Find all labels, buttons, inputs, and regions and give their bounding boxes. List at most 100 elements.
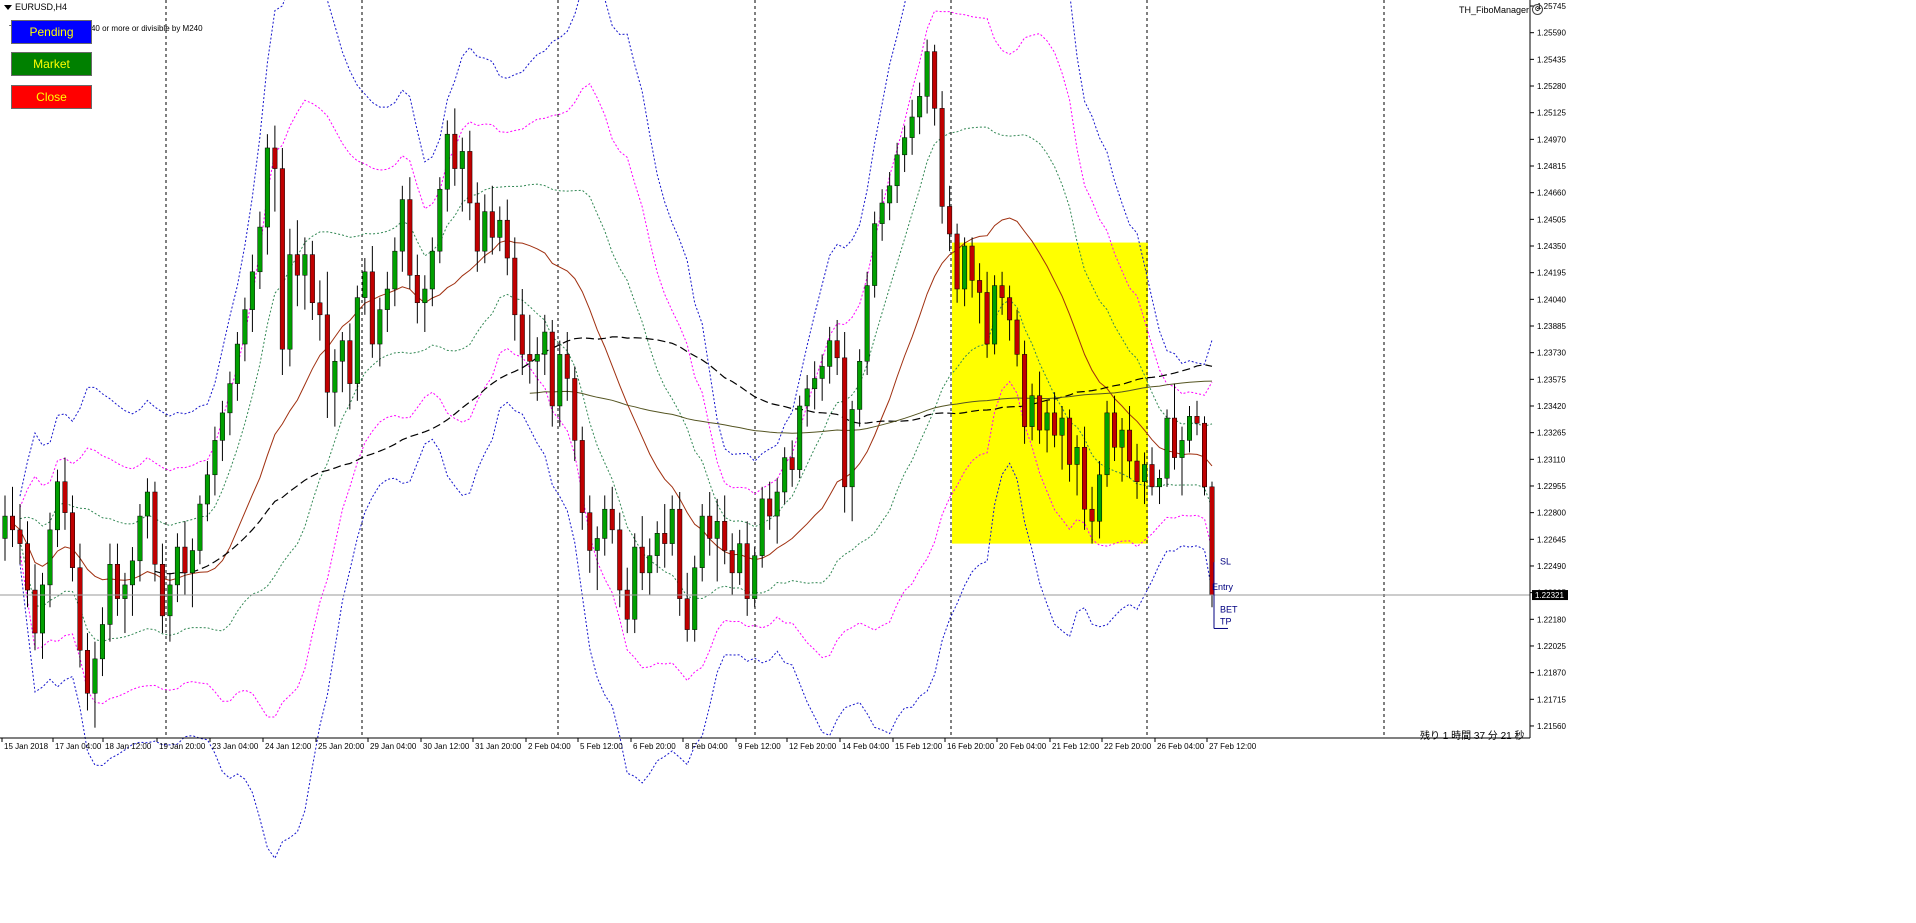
time-label-1: 17 Jan 04:00 <box>55 742 102 751</box>
candle-body-106 <box>797 405 803 470</box>
price-label-8: 1.24505 <box>1537 215 1566 224</box>
candle-body-87 <box>654 533 660 556</box>
ma-mid-line <box>154 336 1213 575</box>
candle-body-58 <box>437 188 443 252</box>
candle-body-144 <box>1082 447 1088 510</box>
candle-body-150 <box>1127 429 1133 462</box>
candle-body-69 <box>519 314 525 355</box>
candle-body-59 <box>444 133 450 190</box>
candle-body-90 <box>677 508 683 599</box>
candle-body-75 <box>564 354 570 379</box>
time-label-4: 23 Jan 04:00 <box>212 742 259 751</box>
market-button[interactable]: Market <box>11 52 92 76</box>
price-label-27: 1.21560 <box>1537 722 1566 731</box>
candle-body-29 <box>219 412 225 441</box>
price-label-11: 1.24040 <box>1537 295 1566 304</box>
candle-body-154 <box>1157 477 1163 488</box>
candle-body-10 <box>77 567 83 651</box>
candle-body-94 <box>707 515 713 539</box>
fibo-label-1: Entry <box>1212 582 1234 592</box>
candle-body-74 <box>557 354 563 407</box>
candle-body-30 <box>227 383 233 414</box>
settings-icon[interactable]: ⚙ <box>1532 4 1544 15</box>
timeframe-note: Timeframe must be M240 or more or divisi… <box>9 24 203 33</box>
candle-body-151 <box>1134 460 1140 482</box>
candle-body-100 <box>752 555 758 599</box>
candle-body-145 <box>1089 508 1095 522</box>
candle-body-152 <box>1142 464 1148 482</box>
price-label-9: 1.24350 <box>1537 242 1566 251</box>
candle-body-113 <box>849 409 855 488</box>
candle-body-12 <box>92 658 98 694</box>
fibo-label-3: TP <box>1220 616 1232 626</box>
candle-body-31 <box>234 343 240 384</box>
candle-body-23 <box>174 546 180 586</box>
dropdown-triangle-icon[interactable] <box>4 4 12 10</box>
candle-body-33 <box>249 271 255 310</box>
candle-body-17 <box>129 560 135 586</box>
time-label-14: 9 Feb 12:00 <box>738 742 781 751</box>
time-label-23: 27 Feb 12:00 <box>1209 742 1257 751</box>
candle-body-143 <box>1074 447 1080 465</box>
candle-body-3 <box>24 543 30 591</box>
current-price-box <box>1532 590 1568 601</box>
candle-body-78 <box>587 512 593 551</box>
candle-body-127 <box>954 233 960 290</box>
candle-body-122 <box>917 96 923 118</box>
candle-body-43 <box>324 314 330 393</box>
candle-body-79 <box>594 538 600 551</box>
candle-body-134 <box>1007 297 1013 321</box>
price-label-4: 1.25125 <box>1537 109 1566 118</box>
candle-body-89 <box>669 508 675 544</box>
candle-body-67 <box>504 219 510 259</box>
time-label-10: 2 Feb 04:00 <box>528 742 571 751</box>
close-button[interactable]: Close <box>11 85 92 109</box>
candle-body-70 <box>527 354 533 362</box>
candle-body-138 <box>1037 395 1043 431</box>
ma-slow-line <box>529 380 1213 434</box>
candle-body-40 <box>302 254 308 276</box>
price-label-23: 1.22180 <box>1537 615 1566 624</box>
candle-body-20 <box>152 491 158 565</box>
candle-body-111 <box>834 340 840 359</box>
bb-outer-upper <box>19 0 1213 497</box>
candle-body-140 <box>1052 412 1058 436</box>
candle-body-118 <box>887 185 893 204</box>
pending-button[interactable]: Pending <box>11 20 92 44</box>
candle-body-96 <box>722 520 728 551</box>
candle-body-63 <box>474 202 480 252</box>
bb-outer-lower <box>19 401 1213 860</box>
candle-body-84 <box>632 546 638 620</box>
price-label-16: 1.23265 <box>1537 429 1566 438</box>
candle-body-120 <box>902 137 908 156</box>
symbol-title[interactable]: EURUSD,H4 <box>4 2 67 12</box>
indicator-name: TH_FiboManager <box>1459 4 1530 15</box>
candle-body-109 <box>819 366 825 379</box>
candle-body-80 <box>602 508 608 539</box>
candle-body-114 <box>857 361 863 410</box>
candle-body-16 <box>122 584 128 599</box>
candle-body-83 <box>624 589 630 620</box>
candle-body-104 <box>782 457 788 493</box>
candle-body-97 <box>729 550 735 574</box>
price-label-24: 1.22025 <box>1537 642 1566 651</box>
price-label-2: 1.25435 <box>1537 55 1566 64</box>
time-label-17: 15 Feb 12:00 <box>895 742 943 751</box>
time-label-18: 16 Feb 20:00 <box>947 742 995 751</box>
candle-body-34 <box>257 226 263 273</box>
candle-body-125 <box>939 108 945 207</box>
price-label-19: 1.22800 <box>1537 509 1566 518</box>
candle-body-99 <box>744 543 750 599</box>
candle-body-98 <box>737 543 743 574</box>
candle-body-57 <box>429 250 435 290</box>
candle-body-141 <box>1059 417 1065 436</box>
time-label-12: 6 Feb 20:00 <box>633 742 676 751</box>
candle-body-88 <box>662 533 668 544</box>
candle-body-39 <box>294 254 300 276</box>
candle-body-38 <box>287 254 293 350</box>
price-label-10: 1.24195 <box>1537 269 1566 278</box>
price-label-5: 1.24970 <box>1537 135 1566 144</box>
candle-body-13 <box>99 624 105 660</box>
